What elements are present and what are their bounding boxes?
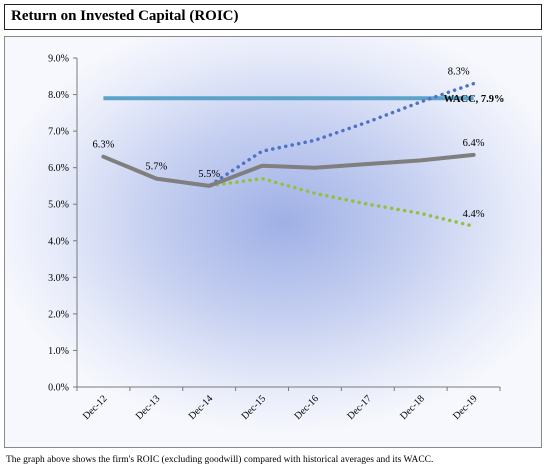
x-tick-label: Dec-13 (134, 393, 163, 422)
x-tick-label: Dec-17 (345, 393, 374, 422)
series-line-roic (101, 152, 476, 188)
page-title: Return on Invested Capital (ROIC) (11, 8, 239, 24)
y-tick-label: 3.0% (48, 273, 69, 284)
x-tick-label: Dec-12 (81, 393, 110, 422)
chart-header: Return on Invested Capital (ROIC) (4, 4, 542, 30)
data-label: 6.3% (93, 140, 115, 151)
y-tick-label: 1.0% (48, 346, 69, 357)
y-tick-label: 5.0% (48, 200, 69, 211)
y-tick-label: 2.0% (48, 309, 69, 320)
x-tick-label: Dec-15 (240, 393, 269, 422)
x-tick-label: Dec-16 (292, 393, 321, 422)
x-tick-label: Dec-19 (451, 393, 480, 422)
data-label: 5.5% (198, 169, 220, 180)
chart-caption: The graph above shows the firm's ROIC (e… (6, 455, 434, 465)
data-label: 6.4% (463, 138, 485, 149)
data-label: 5.7% (145, 162, 167, 173)
y-tick-label: 8.0% (48, 90, 69, 101)
y-tick-label: 6.0% (48, 163, 69, 174)
data-label: 4.4% (463, 209, 485, 220)
x-tick-label: Dec-14 (187, 393, 216, 422)
y-tick-label: 9.0% (48, 54, 69, 65)
data-label: WACC, 7.9% (444, 94, 505, 105)
y-tick-label: 4.0% (48, 236, 69, 247)
y-tick-label: 7.0% (48, 127, 69, 138)
roic-line-chart: 0.0% 1.0% 2.0% 3.0% 4.0% 5.0% 6.0% 7.0% 8.0% 9.0%… (48, 54, 505, 422)
x-tick-label: Dec-18 (398, 393, 427, 422)
y-tick-label: 0.0% (48, 383, 69, 394)
data-label: 8.3% (448, 67, 470, 78)
chart-frame: 0.0% 1.0% 2.0% 3.0% 4.0% 5.0% 6.0% 7.0% 8.0% 9.0%… (4, 36, 542, 448)
